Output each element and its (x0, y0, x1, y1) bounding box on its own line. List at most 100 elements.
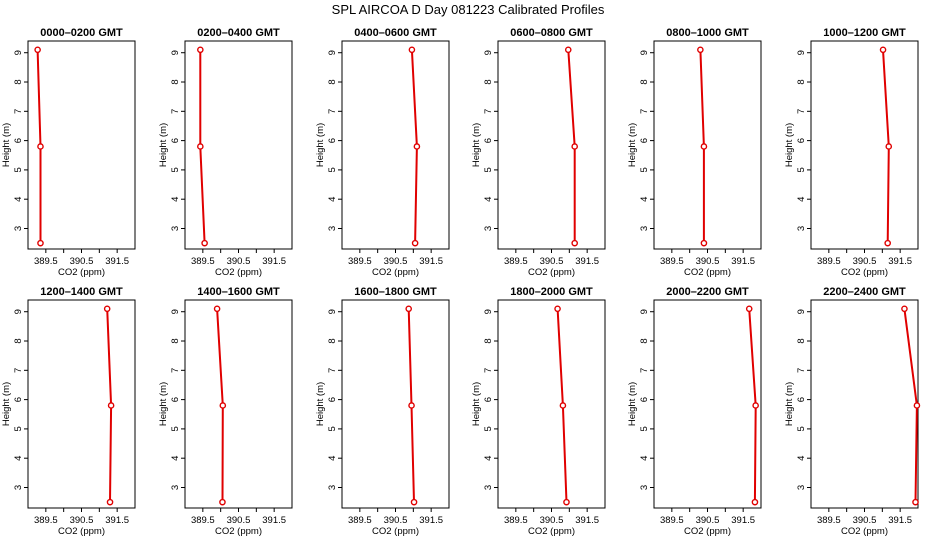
y-tick-label: 4 (639, 456, 650, 461)
y-tick-label: 8 (639, 79, 650, 84)
y-tick-label: 5 (13, 167, 24, 172)
x-axis-label: CO2 (ppm) (58, 526, 105, 537)
x-tick-label: 390.5 (384, 256, 408, 267)
x-tick-label: 391.5 (575, 256, 599, 267)
panel-title: 2200–2400 GMT (823, 286, 906, 298)
plot-frame (341, 40, 450, 250)
y-tick-label: 3 (13, 485, 24, 490)
y-tick-label: 5 (170, 426, 181, 431)
y-tick-label: 5 (639, 167, 650, 172)
y-tick-label: 8 (639, 338, 650, 343)
profile-point (201, 239, 208, 247)
x-tick-label: 391.5 (575, 515, 599, 526)
profile-point (913, 402, 921, 409)
x-tick-label: 391.5 (105, 256, 129, 267)
profile-point (413, 143, 421, 150)
y-tick-label: 6 (13, 397, 24, 402)
y-tick-label: 7 (170, 109, 181, 114)
profile-point (885, 143, 893, 150)
panel-title: 0200–0400 GMT (197, 27, 280, 39)
x-tick-label: 390.5 (227, 256, 251, 267)
y-tick-label: 8 (170, 79, 181, 84)
y-tick-label: 8 (327, 79, 338, 84)
x-tick-label: 389.5 (34, 256, 58, 267)
profile-point (571, 143, 578, 150)
y-tick-label: 7 (483, 368, 494, 373)
y-tick-label: 7 (796, 368, 807, 373)
x-axis-label: CO2 (ppm) (215, 267, 262, 278)
x-tick-label: 389.5 (34, 515, 58, 526)
profile-point (408, 402, 415, 409)
profile-point (751, 498, 759, 506)
profile-point (559, 402, 567, 409)
profile-point (37, 143, 44, 150)
profile-point (564, 46, 572, 54)
y-tick-label: 3 (639, 485, 650, 490)
y-tick-label: 4 (327, 456, 338, 461)
x-tick-label: 391.5 (888, 515, 912, 526)
x-tick-label: 390.5 (70, 515, 94, 526)
y-tick-label: 9 (796, 50, 807, 55)
y-axis-label: Height (m) (1, 382, 12, 426)
x-tick-label: 391.5 (419, 515, 443, 526)
profile-point (219, 498, 226, 506)
y-tick-label: 9 (170, 50, 181, 55)
x-axis-label: CO2 (ppm) (684, 526, 731, 537)
x-tick-label: 389.5 (348, 515, 372, 526)
profile-point (700, 239, 708, 247)
profile-point (219, 402, 227, 409)
x-tick-label: 389.5 (817, 256, 841, 267)
y-tick-label: 7 (13, 368, 24, 373)
plot-frame (810, 40, 919, 250)
y-tick-label: 8 (13, 338, 24, 343)
y-tick-label: 6 (639, 397, 650, 402)
y-tick-label: 6 (796, 138, 807, 143)
y-tick-label: 3 (327, 485, 338, 490)
y-tick-label: 9 (13, 50, 24, 55)
y-tick-label: 4 (796, 197, 807, 202)
y-tick-label: 6 (483, 138, 494, 143)
panel-title: 0800–1000 GMT (666, 27, 749, 39)
y-tick-label: 4 (483, 456, 494, 461)
profile-point (879, 46, 887, 54)
y-axis-label: Height (m) (158, 382, 169, 426)
panel-title: 1600–1800 GMT (354, 286, 437, 298)
plot-frame (184, 299, 293, 509)
x-axis-label: CO2 (ppm) (528, 526, 575, 537)
y-tick-label: 9 (327, 50, 338, 55)
x-tick-label: 391.5 (262, 515, 286, 526)
x-tick-label: 389.5 (191, 256, 215, 267)
y-tick-label: 6 (796, 397, 807, 402)
x-tick-label: 389.5 (191, 515, 215, 526)
plot-frame (810, 299, 919, 509)
y-tick-label: 3 (483, 226, 494, 231)
y-tick-label: 4 (13, 197, 24, 202)
y-tick-label: 8 (796, 338, 807, 343)
y-tick-label: 7 (327, 109, 338, 114)
profile-point (410, 498, 418, 506)
x-axis-label: CO2 (ppm) (58, 267, 105, 278)
y-tick-label: 4 (483, 197, 494, 202)
y-axis-label: Height (m) (784, 123, 795, 167)
profile-point (554, 305, 561, 313)
plot-frame (497, 299, 606, 509)
y-tick-label: 6 (483, 397, 494, 402)
y-tick-label: 6 (13, 138, 24, 143)
profile-point (103, 305, 111, 313)
y-tick-label: 8 (13, 79, 24, 84)
y-axis-label: Height (m) (315, 123, 326, 167)
profile-point (197, 46, 204, 54)
y-tick-label: 9 (639, 50, 650, 55)
profile-point (411, 239, 419, 247)
y-tick-label: 7 (327, 368, 338, 373)
y-tick-label: 8 (483, 79, 494, 84)
y-tick-label: 5 (639, 426, 650, 431)
y-tick-label: 9 (796, 309, 807, 314)
x-axis-label: CO2 (ppm) (528, 267, 575, 278)
